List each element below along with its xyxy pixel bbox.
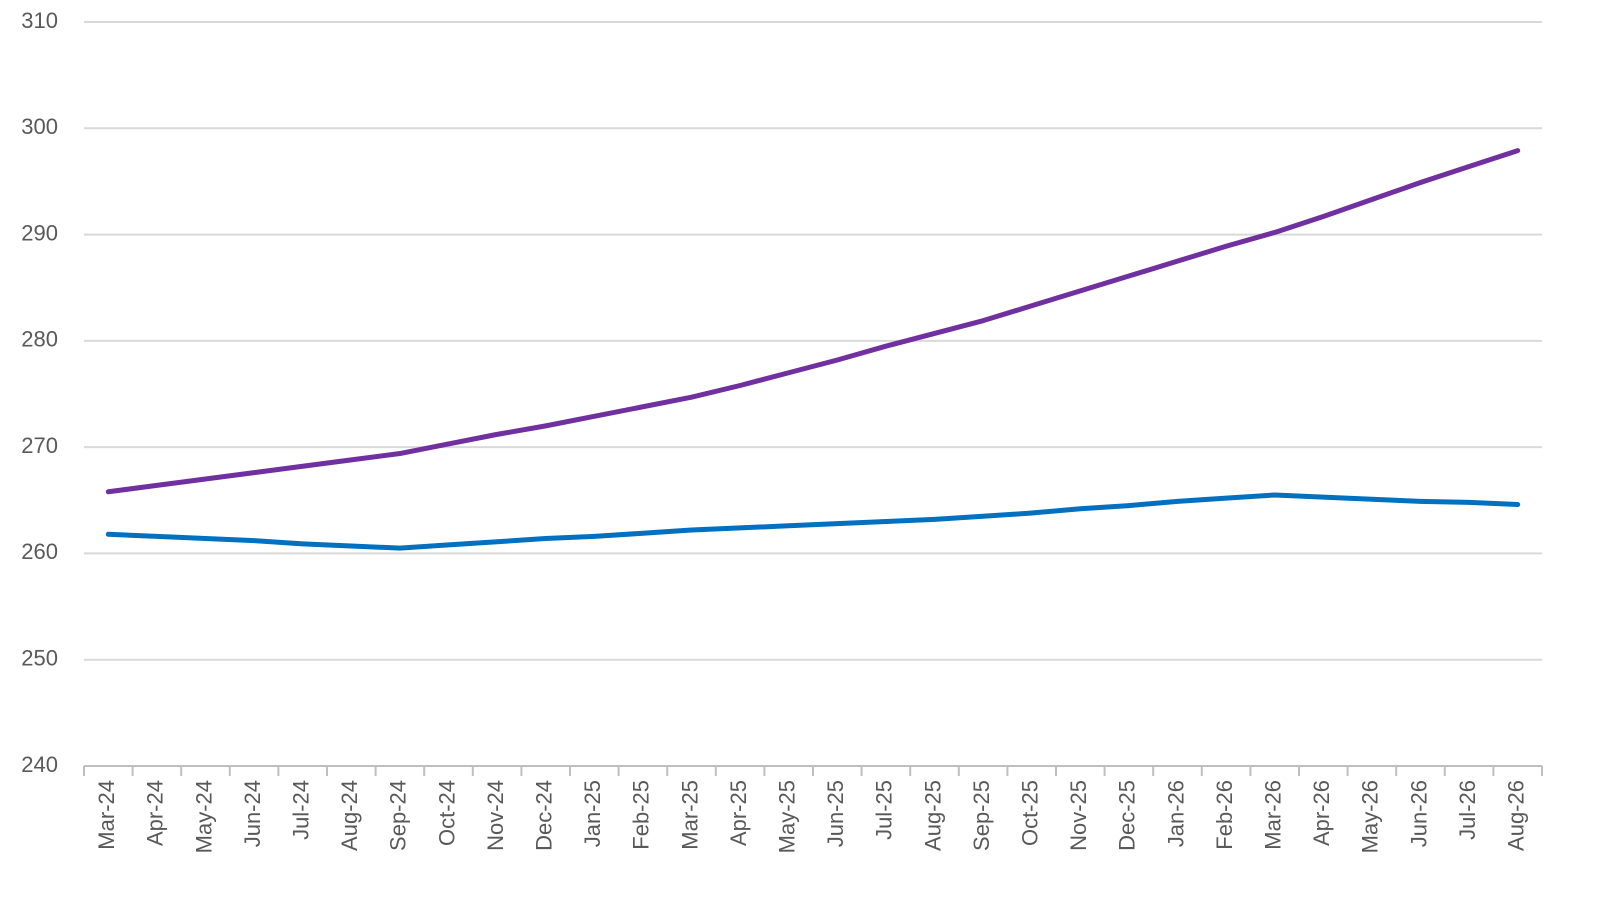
x-tick-label: Aug-24 (337, 780, 362, 851)
x-tick-label: Apr-24 (143, 780, 168, 846)
y-tick-label: 250 (21, 646, 58, 671)
x-tick-label: May-26 (1358, 780, 1383, 853)
y-tick-label: 310 (21, 8, 58, 33)
x-tick-label: Jan-26 (1163, 780, 1188, 847)
x-tick-label: Oct-24 (434, 780, 459, 846)
x-tick-label: Jul-25 (872, 780, 897, 840)
x-tick-label: Sep-25 (969, 780, 994, 851)
x-tick-label: Jun-24 (240, 780, 265, 847)
line-series (105, 148, 1521, 495)
x-tick-label: Aug-25 (920, 780, 945, 851)
x-tick-label: Mar-24 (94, 780, 119, 850)
line-series (105, 492, 1521, 551)
y-tick-label: 240 (21, 752, 58, 777)
x-tick-label: Apr-26 (1309, 780, 1334, 846)
y-tick-label: 290 (21, 220, 58, 245)
x-tick-label: Jan-25 (580, 780, 605, 847)
y-tick-label: 270 (21, 433, 58, 458)
y-tick-label: 260 (21, 539, 58, 564)
x-tick-label: Jul-26 (1455, 780, 1480, 840)
x-tick-label: Apr-25 (726, 780, 751, 846)
x-tick-label: Jul-24 (289, 780, 314, 840)
x-tick-label: Jun-25 (823, 780, 848, 847)
x-tick-label: Nov-25 (1066, 780, 1091, 851)
x-tick-label: Dec-25 (1115, 780, 1140, 851)
x-tick-label: Feb-26 (1212, 780, 1237, 850)
x-tick-label: Dec-24 (532, 780, 557, 851)
x-tick-label: Oct-25 (1018, 780, 1043, 846)
x-tick-label: Jun-26 (1406, 780, 1431, 847)
y-tick-label: 300 (21, 114, 58, 139)
x-tick-label: Feb-25 (629, 780, 654, 850)
x-tick-label: Mar-26 (1261, 780, 1286, 850)
x-tick-label: May-25 (775, 780, 800, 853)
x-tick-label: Nov-24 (483, 780, 508, 851)
x-tick-label: May-24 (191, 780, 216, 853)
y-tick-label: 280 (21, 327, 58, 352)
x-tick-label: Sep-24 (386, 780, 411, 851)
x-tick-label: Mar-25 (677, 780, 702, 850)
x-tick-label: Aug-26 (1504, 780, 1529, 851)
